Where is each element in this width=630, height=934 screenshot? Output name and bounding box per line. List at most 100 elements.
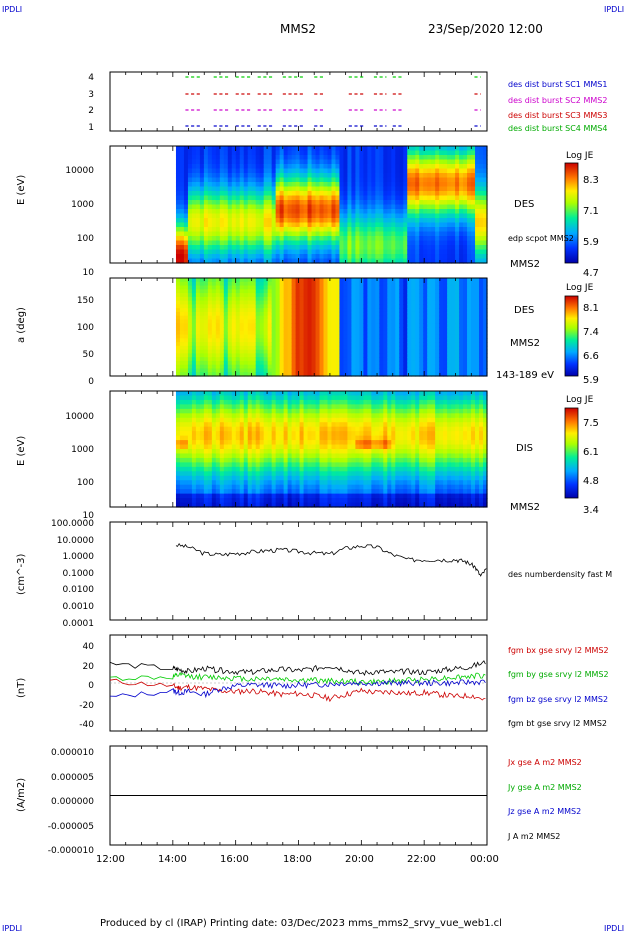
spectrogram-cell xyxy=(299,173,305,179)
spectrogram-cell xyxy=(471,240,476,246)
spectrogram-cell xyxy=(407,327,412,332)
spectrogram-cell xyxy=(243,218,249,224)
spectrogram-cell xyxy=(311,330,317,336)
spectrogram-cell xyxy=(223,308,229,313)
spectrogram-cell xyxy=(271,289,277,294)
spectrogram-cell xyxy=(479,249,484,255)
spectrogram-cell xyxy=(279,293,285,298)
spectrogram-cell xyxy=(399,349,404,354)
spectrogram-cell xyxy=(387,289,392,294)
spectrogram-cell xyxy=(295,222,301,228)
spectrogram-cell xyxy=(283,364,289,370)
spectrogram-cell xyxy=(351,368,357,373)
spectrogram-cell xyxy=(363,182,368,188)
spectrogram-cell xyxy=(467,285,472,290)
spectrogram-cell xyxy=(427,159,432,165)
spectrogram-cell xyxy=(435,146,440,152)
spectrogram-cell xyxy=(287,475,293,481)
spectrogram-cell xyxy=(315,315,321,321)
spectrogram-cell xyxy=(279,349,285,354)
spectrogram-cell xyxy=(187,227,193,233)
spectrogram-cell xyxy=(339,368,345,373)
spectrogram-cell xyxy=(411,319,416,324)
spectrogram-cell xyxy=(395,296,400,302)
spectrogram-cell xyxy=(387,182,392,188)
spectrogram-cell xyxy=(347,249,353,255)
spectrogram-cell xyxy=(307,435,313,441)
spectrogram-cell xyxy=(291,164,297,170)
spectrogram-cell xyxy=(279,254,285,260)
spectrogram-cell xyxy=(311,159,317,165)
spectrogram-cell xyxy=(251,453,257,459)
spectrogram-cell xyxy=(319,159,325,165)
spectrogram-cell xyxy=(427,311,432,317)
spectrogram-cell xyxy=(223,177,229,183)
spectrogram-cell xyxy=(419,245,424,251)
spectrogram-cell xyxy=(251,484,257,490)
spectrogram-cell xyxy=(227,236,233,242)
spectrogram-cell xyxy=(255,191,261,197)
spectrogram-cell xyxy=(411,281,416,287)
spectrogram-cell xyxy=(191,449,197,455)
spectrogram-cell xyxy=(435,349,440,354)
spectrogram-cell xyxy=(315,231,321,237)
spectrogram-cell xyxy=(307,475,313,481)
spectrogram-cell xyxy=(275,417,281,423)
spectrogram-cell xyxy=(383,227,388,233)
spectrogram-cell xyxy=(303,462,309,468)
spectrogram-cell xyxy=(175,222,181,228)
spectrogram-cell xyxy=(295,353,301,358)
spectrogram-cell xyxy=(319,342,325,347)
spectrogram-cell xyxy=(203,164,209,170)
spectrogram-cell xyxy=(239,300,245,305)
spectrogram-cell xyxy=(455,245,460,251)
spectrogram-cell xyxy=(459,368,464,373)
spectrogram-cell xyxy=(303,364,309,370)
spectrogram-cell xyxy=(199,186,205,192)
spectrogram-cell xyxy=(231,431,237,437)
spectrogram-cell xyxy=(207,191,213,197)
spectrogram-cell xyxy=(335,182,341,188)
spectrogram-cell xyxy=(371,315,376,321)
spectrogram-cell xyxy=(175,368,181,373)
spectrogram-cell xyxy=(179,245,185,251)
spectrogram-cell xyxy=(207,399,213,405)
spectrogram-cell xyxy=(295,349,301,354)
spectrogram-cell xyxy=(443,249,448,255)
spectrogram-cell xyxy=(271,453,277,459)
spectrogram-cell xyxy=(191,368,197,373)
spectrogram-cell xyxy=(459,231,464,237)
spectrogram-cell xyxy=(475,289,480,294)
spectrogram-cell xyxy=(187,404,193,410)
spectrogram-cell xyxy=(283,289,289,294)
spectrogram-cell xyxy=(299,435,305,441)
spectrogram-cell xyxy=(203,146,209,152)
spectrogram-cell xyxy=(267,236,273,242)
spectrogram-cell xyxy=(379,296,384,302)
spectrogram-cell xyxy=(291,399,297,405)
spectrogram-cell xyxy=(411,240,416,246)
spectrogram-cell xyxy=(243,204,249,210)
spectrogram-cell xyxy=(471,293,476,298)
spectrogram-cell xyxy=(231,231,237,237)
spectrogram-cell xyxy=(259,338,265,343)
spectrogram-cell xyxy=(343,249,349,255)
spectrogram-cell xyxy=(407,155,412,161)
spectrogram-cell xyxy=(207,231,213,237)
spectrogram-cell xyxy=(315,323,321,328)
spectrogram-cell xyxy=(307,444,313,450)
spectrogram-cell xyxy=(323,308,329,313)
spectrogram-cell xyxy=(387,195,392,201)
spectrogram-cell xyxy=(303,502,309,508)
spectrogram-cell xyxy=(355,364,360,370)
spectrogram-cell xyxy=(427,204,432,210)
spectrogram-cell xyxy=(387,353,392,358)
spectrogram-cell xyxy=(435,218,440,224)
spectrogram-cell xyxy=(407,258,412,264)
spectrogram-cell xyxy=(447,281,452,287)
spectrogram-cell xyxy=(231,475,237,481)
spectrogram-cell xyxy=(227,195,233,201)
spectrogram-cell xyxy=(267,146,273,152)
spectrogram-cell xyxy=(187,289,193,294)
spectrogram-cell xyxy=(471,177,476,183)
